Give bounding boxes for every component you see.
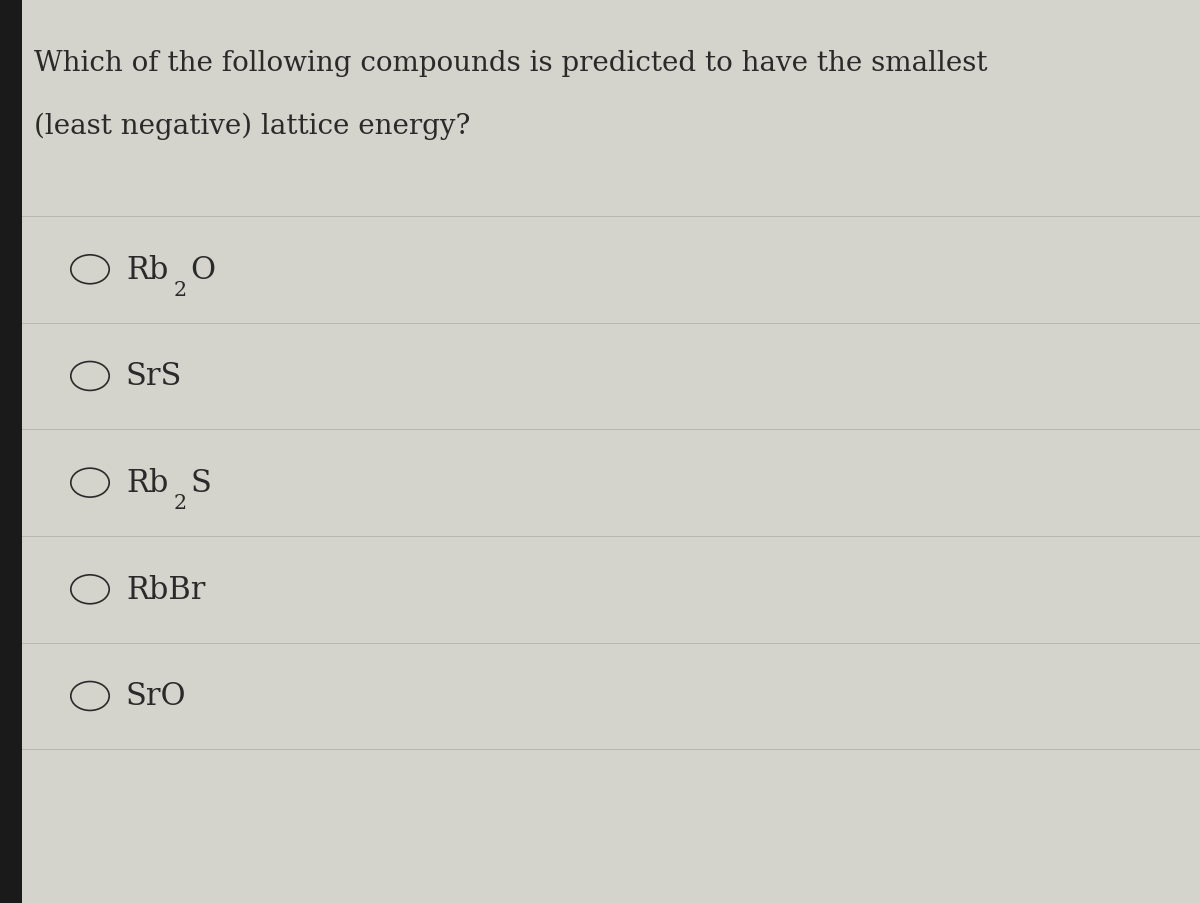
- Text: SrS: SrS: [126, 361, 182, 392]
- Text: Rb: Rb: [126, 468, 168, 498]
- Text: Rb: Rb: [126, 255, 168, 285]
- Text: S: S: [191, 468, 211, 498]
- Text: 2: 2: [174, 493, 187, 513]
- Text: SrO: SrO: [126, 681, 187, 712]
- Text: 2: 2: [174, 280, 187, 300]
- Text: RbBr: RbBr: [126, 574, 205, 605]
- Text: O: O: [191, 255, 216, 285]
- Text: (least negative) lattice energy?: (least negative) lattice energy?: [34, 113, 470, 140]
- Bar: [0, 0, 22, 903]
- Text: Which of the following compounds is predicted to have the smallest: Which of the following compounds is pred…: [34, 50, 988, 77]
